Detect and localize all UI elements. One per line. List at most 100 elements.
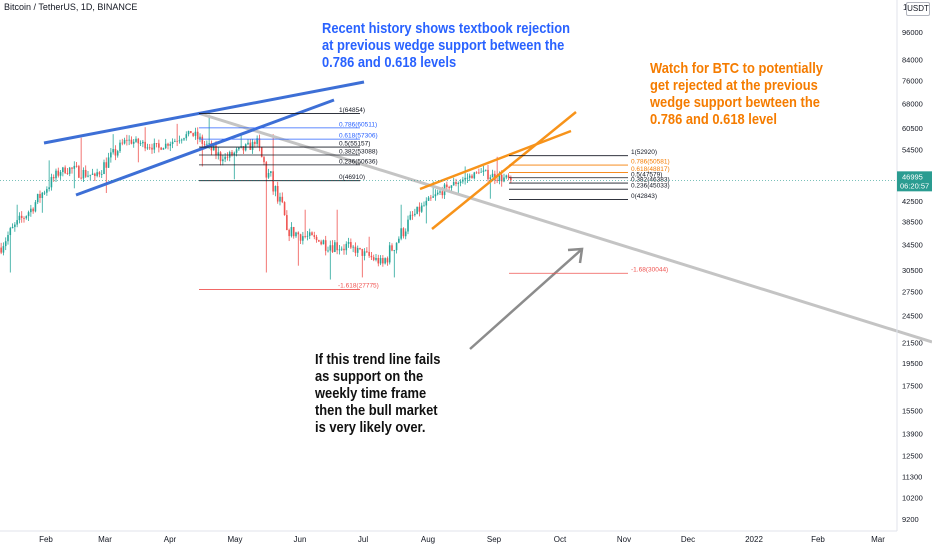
- candle-body: [84, 169, 87, 177]
- drawing-layer: [43, 80, 932, 350]
- currency-badge[interactable]: USDT: [906, 2, 930, 16]
- candle-body: [242, 146, 245, 151]
- fib-level-label: 0(46910): [339, 174, 365, 181]
- candle-body: [132, 141, 135, 144]
- candle-body: [219, 152, 222, 162]
- candle-body: [199, 136, 201, 140]
- fib-level-label: -1.618(27775): [338, 283, 379, 290]
- candle-body: [151, 147, 153, 150]
- fib-level-label: 0.236(45033): [631, 183, 670, 190]
- candle-body: [315, 236, 318, 241]
- candle-body: [407, 219, 409, 232]
- y-tick-label: 9200: [902, 515, 919, 524]
- candle-body: [505, 175, 508, 178]
- fib-level-label: 0.382(46383): [631, 177, 670, 184]
- y-tick-label: 54500: [902, 146, 923, 155]
- candle-body: [500, 174, 503, 182]
- y-tick-label: 27500: [902, 288, 923, 297]
- candle-body: [59, 172, 62, 176]
- candle-body: [201, 136, 204, 144]
- x-tick-label: May: [227, 535, 242, 544]
- time-axis[interactable]: Feb Mar Apr May Jun Jul Aug Sep Oct Nov Dec 2022 Feb…: [0, 530, 897, 544]
- candle-body: [71, 167, 73, 169]
- candle-body: [146, 147, 149, 149]
- candle-body: [414, 213, 416, 216]
- candle-body: [361, 248, 364, 256]
- fib-level-label: 0.382(53088): [339, 149, 378, 156]
- candle-body: [215, 145, 217, 156]
- candle-body: [16, 220, 18, 225]
- candle-body: [283, 202, 286, 216]
- candle-body: [128, 139, 130, 141]
- price-axis[interactable]: 1 9200 10200 11300 12500 13900 15500 17500 19500…: [0, 0, 932, 531]
- candle-body: [439, 191, 441, 193]
- candle-body: [270, 171, 272, 174]
- fib-level-label: 0.236(50636): [339, 158, 378, 165]
- current-price-value: 46995: [902, 172, 923, 181]
- candle-body: [260, 147, 263, 158]
- symbol-title: Bitcoin / TetherUS, 1D, BINANCE: [4, 2, 138, 12]
- candle-body: [105, 162, 108, 168]
- y-tick-label: 42500: [902, 197, 923, 206]
- candle-body: [185, 134, 188, 139]
- candle-body: [400, 228, 402, 239]
- candle-body: [62, 167, 64, 173]
- candle-body: [318, 240, 320, 242]
- candle-body: [272, 171, 274, 192]
- candle-body: [98, 172, 101, 175]
- candle-body: [423, 205, 425, 207]
- candle-body: [208, 142, 210, 144]
- candle-body: [498, 174, 501, 181]
- candle-body: [338, 249, 341, 251]
- candle-body: [503, 177, 505, 182]
- candle-body: [91, 173, 94, 175]
- candle-body: [263, 157, 265, 163]
- x-tick-label: 2022: [745, 535, 763, 544]
- candle-body: [167, 143, 169, 146]
- candle-body: [20, 215, 23, 218]
- arrow-head: [567, 247, 584, 264]
- candle-body: [32, 208, 34, 212]
- candle-body: [82, 169, 85, 179]
- candle-body: [322, 240, 325, 245]
- candle-body: [160, 147, 162, 150]
- y-tick-label: 96000: [902, 28, 923, 37]
- fib-level-label: 0.5(47579): [631, 171, 662, 178]
- candle-body: [110, 152, 112, 158]
- candle-body: [256, 138, 258, 144]
- candle-body: [290, 227, 293, 237]
- fib-level-label: 1(52920): [631, 149, 657, 156]
- candle-body: [30, 208, 32, 213]
- annotation-bottom-note: If this trend line fails as support on t…: [315, 351, 441, 436]
- candle-body: [23, 217, 25, 219]
- y-tick-label: 60500: [902, 124, 923, 133]
- x-tick-label: Jun: [294, 535, 307, 544]
- candle-body: [196, 131, 199, 140]
- candle-body: [281, 196, 284, 203]
- candle-body: [96, 172, 98, 176]
- candle-body: [148, 147, 151, 149]
- candle-body: [192, 133, 194, 136]
- candle-body: [484, 169, 487, 171]
- candle-body: [55, 170, 57, 179]
- candle-body: [174, 140, 176, 142]
- y-tick-label: 19500: [902, 359, 923, 368]
- candle-body: [478, 172, 480, 174]
- current-price-badge: [897, 171, 932, 192]
- candle-body: [135, 138, 137, 142]
- candle-body: [409, 214, 412, 220]
- candle-body: [247, 142, 249, 145]
- candle-body: [345, 243, 348, 251]
- candle-body: [155, 143, 158, 144]
- x-tick-label: Mar: [98, 535, 112, 544]
- candle-body: [2, 246, 5, 253]
- x-tick-label: Feb: [811, 535, 825, 544]
- y-tick-label: 12500: [902, 451, 923, 460]
- candle-body: [274, 186, 277, 192]
- candle-body: [78, 166, 80, 178]
- candle-body: [320, 241, 322, 245]
- candle-body: [393, 250, 396, 251]
- candle-body: [144, 141, 146, 149]
